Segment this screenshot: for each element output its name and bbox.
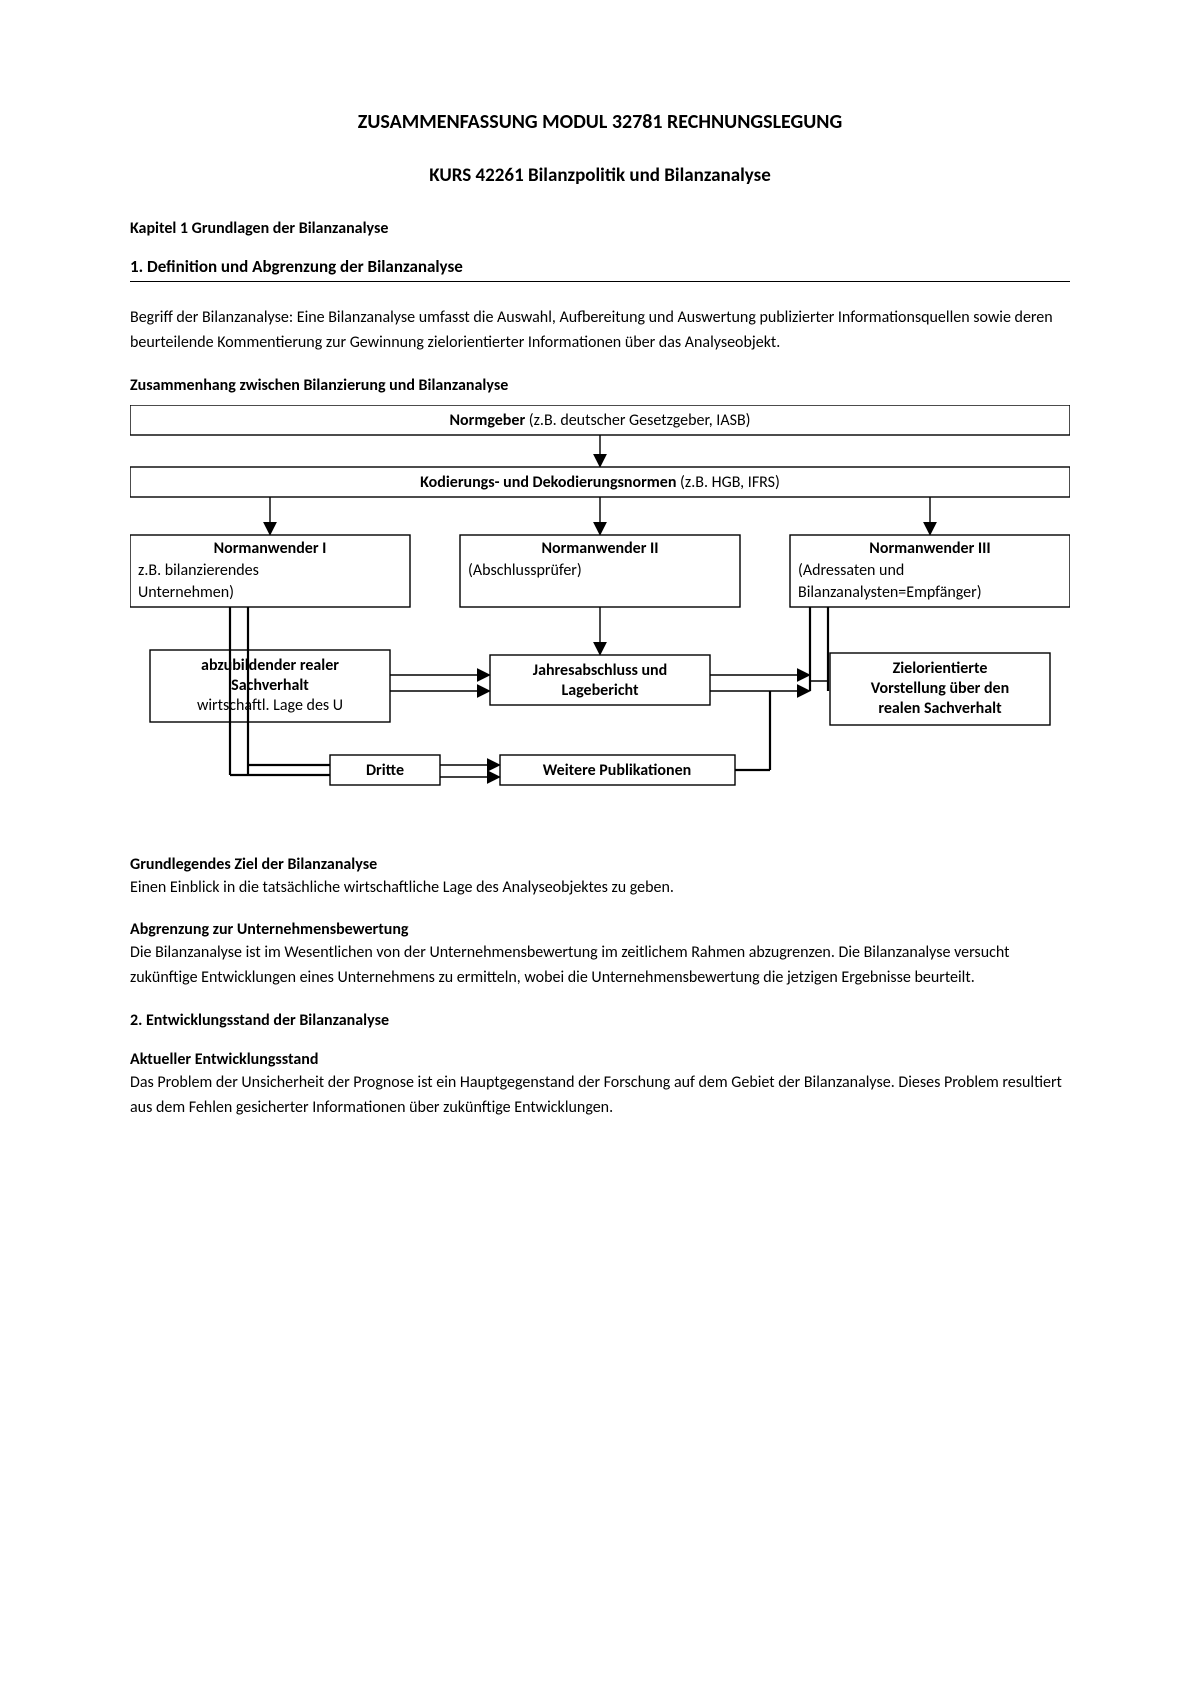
abgrenzung-heading: Abgrenzung zur Unternehmensbewertung: [130, 920, 1070, 939]
abgrenzung-text: Die Bilanzanalyse ist im Wesentlichen vo…: [130, 941, 1070, 991]
realer-l2: Sachverhalt: [231, 676, 309, 695]
ziel-l3: realen Sachverhalt: [878, 699, 1002, 718]
realer-l3: wirtschaftl. Lage des U: [197, 696, 343, 715]
document-page: ZUSAMMENFASSUNG MODUL 32781 RECHNUNGSLEG…: [0, 0, 1200, 1221]
page-title-sub: KURS 42261 Bilanzpolitik und Bilanzanaly…: [130, 164, 1070, 187]
diagram-heading: Zusammenhang zwischen Bilanzierung und B…: [130, 376, 1070, 395]
page-title-main: ZUSAMMENFASSUNG MODUL 32781 RECHNUNGSLEG…: [130, 110, 1070, 134]
aktuell-text: Das Problem der Unsicherheit der Prognos…: [130, 1071, 1070, 1121]
dritte-label: Dritte: [366, 761, 404, 780]
kodier-bold: Kodierungs- und Dekodierungsnormen: [420, 473, 676, 492]
na3-l1: (Adressaten und: [798, 561, 904, 580]
section-2-heading: 2. Entwicklungsstand der Bilanzanalyse: [130, 1011, 1070, 1030]
flowchart-diagram: Normgeber (z.B. deutscher Gesetzgeber, I…: [130, 405, 1070, 805]
chapter-heading: Kapitel 1 Grundlagen der Bilanzanalyse: [130, 219, 1070, 238]
goal-text: Einen Einblick in die tatsächliche wirts…: [130, 876, 1070, 901]
aktuell-heading: Aktueller Entwicklungsstand: [130, 1050, 1070, 1069]
svg-text:Kodierungs- und Dekodierungsno: Kodierungs- und Dekodierungsnormen (z.B.…: [420, 473, 780, 492]
section-1-heading: 1. Definition und Abgrenzung der Bilanza…: [130, 256, 1070, 282]
na2-title: Normanwender II: [541, 539, 658, 558]
normgeber-rest: (z.B. deutscher Gesetzgeber, IASB): [525, 411, 750, 430]
jahres-l2: Lagebericht: [561, 681, 639, 700]
na1-l2: Unternehmen): [138, 583, 234, 602]
svg-text:Normgeber (z.B. deutscher Gese: Normgeber (z.B. deutscher Gesetzgeber, I…: [449, 411, 750, 430]
realer-l1: abzubildender realer: [201, 656, 339, 675]
jahres-l1: Jahresabschluss und: [533, 661, 667, 680]
na2-l1: (Abschlussprüfer): [468, 561, 582, 580]
na1-l1: z.B. bilanzierendes: [138, 561, 259, 580]
na3-title: Normanwender III: [869, 539, 990, 558]
normgeber-bold: Normgeber: [449, 411, 525, 430]
na3-l2: Bilanzanalysten=Empfänger): [798, 583, 982, 602]
section-1-paragraph: Begriff der Bilanzanalyse: Eine Bilanzan…: [130, 306, 1070, 356]
na1-title: Normanwender I: [214, 539, 327, 558]
ziel-l2: Vorstellung über den: [871, 679, 1009, 698]
weitere-label: Weitere Publikationen: [543, 761, 691, 780]
ziel-l1: Zielorientierte: [893, 659, 988, 678]
kodier-rest: (z.B. HGB, IFRS): [676, 473, 779, 492]
goal-heading: Grundlegendes Ziel der Bilanzanalyse: [130, 855, 1070, 874]
